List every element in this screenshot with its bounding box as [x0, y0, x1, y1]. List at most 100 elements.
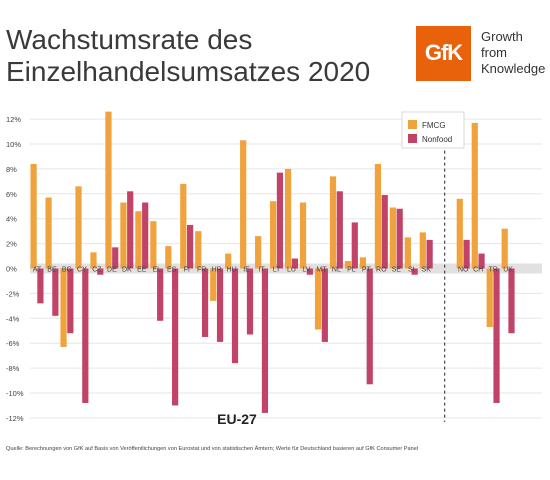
x-tick-label: TR — [488, 267, 497, 274]
bar-nonfood-lu — [291, 258, 298, 269]
bar-fmcg-de — [105, 111, 112, 269]
bar-fmcg-mt — [314, 268, 322, 330]
x-tick-label: LU — [287, 267, 296, 274]
x-tick-label: HU — [227, 267, 237, 274]
x-tick-label: BE — [47, 267, 57, 274]
bar-nonfood-mt — [321, 268, 328, 342]
bar-nonfood-nl — [336, 191, 343, 269]
bar-nonfood-tr — [493, 268, 500, 403]
bar-nonfood-no — [463, 239, 470, 269]
bar-fmcg-tr — [486, 268, 493, 328]
bar-nonfood-ee — [142, 202, 149, 269]
bar-nonfood-ch — [478, 253, 485, 269]
y-tick-label: -12% — [6, 414, 24, 423]
bar-nonfood-pl — [351, 222, 358, 269]
bar-fmcg-no — [456, 198, 463, 269]
x-tick-label: LT — [273, 267, 281, 274]
y-tick-label: 12% — [6, 115, 21, 124]
source-note: Quelle: Berechnungen von GfK auf Basis v… — [6, 446, 419, 452]
bar-fmcg-pt — [359, 257, 367, 269]
x-tick-label: CY — [77, 267, 87, 274]
bar-fmcg-lv — [299, 202, 307, 269]
legend-swatch-fmcg — [408, 120, 417, 129]
bar-fmcg-el — [150, 221, 157, 269]
x-tick-label: DE — [107, 267, 117, 274]
x-tick-label: IE — [243, 267, 250, 274]
bar-fmcg-nl — [329, 176, 337, 269]
x-tick-label: CZ — [92, 267, 102, 274]
bar-nonfood-bg — [67, 268, 74, 334]
bar-nonfood-it — [261, 268, 269, 413]
bar-fmcg-cy — [75, 186, 82, 269]
bar-fmcg-es — [165, 246, 172, 269]
legend-label-nonfood: Nonfood — [422, 135, 452, 144]
tagline-line-2: from — [481, 45, 507, 60]
bar-fmcg-ee — [135, 211, 142, 269]
bar-fmcg-si — [404, 237, 411, 269]
x-tick-label: FR — [197, 267, 206, 274]
x-tick-label: ES — [167, 267, 177, 274]
bar-nonfood-el — [157, 268, 164, 321]
x-tick-label: NL — [332, 267, 341, 274]
chart-title: Wachstumsrate des Einzelhandelsumsatzes … — [6, 24, 370, 88]
y-tick-label: -6% — [6, 339, 20, 348]
bar-fmcg-hu — [225, 253, 232, 269]
bar-fmcg-bg — [60, 268, 67, 347]
bar-nonfood-fr — [201, 268, 209, 337]
bar-nonfood-dk — [127, 191, 134, 269]
bar-nonfood-hu — [231, 268, 239, 364]
x-tick-label: EE — [137, 267, 147, 274]
x-tick-label: FI — [184, 267, 190, 274]
bar-fmcg-lu — [284, 168, 292, 269]
legend-box — [401, 111, 465, 149]
bar-nonfood-sk — [426, 239, 433, 269]
x-tick-label: EL — [152, 267, 161, 274]
bar-fmcg-at — [30, 163, 37, 269]
x-tick-label: SK — [422, 267, 432, 274]
x-tick-label: BG — [62, 267, 72, 274]
group-label-eu27: EU-27 — [217, 411, 257, 427]
title-line-2: Einzelhandelsumsatzes 2020 — [6, 56, 371, 87]
bar-nonfood-si — [411, 268, 418, 275]
bar-fmcg-ro — [374, 163, 382, 269]
bar-fmcg-fi — [180, 183, 187, 269]
x-tick-label: LV — [302, 267, 310, 274]
bar-nonfood-be — [52, 268, 59, 316]
x-tick-label: NO — [458, 267, 469, 274]
bar-nonfood-pt — [366, 268, 373, 385]
x-tick-label: IT — [258, 267, 265, 274]
bar-fmcg-pl — [344, 261, 352, 269]
bar-fmcg-sk — [419, 232, 426, 269]
bar-nonfood-cz — [97, 268, 104, 275]
bar-fmcg-se — [389, 207, 396, 269]
bar-nonfood-lv — [306, 268, 313, 275]
bar-nonfood-fi — [187, 224, 194, 269]
bar-nonfood-de — [112, 247, 119, 269]
x-tick-label: SE — [392, 267, 402, 274]
legend-swatch-nonfood — [408, 134, 417, 143]
legend-label-fmcg: FMCG — [422, 121, 446, 130]
bar-fmcg-ie — [240, 140, 247, 269]
x-tick-label: UK — [503, 267, 513, 274]
bar-fmcg-uk — [501, 228, 508, 269]
bar-fmcg-ch — [471, 122, 478, 269]
tagline-line-1: Growth — [481, 29, 523, 44]
y-tick-label: 10% — [6, 140, 21, 149]
y-tick-label: 8% — [6, 165, 17, 174]
title-line-1: Wachstumsrate des — [6, 24, 253, 55]
bar-fmcg-dk — [120, 202, 127, 269]
x-tick-label: CH — [473, 267, 483, 274]
bar-nonfood-ie — [246, 268, 254, 335]
x-tick-label: RO — [376, 267, 387, 274]
bar-nonfood-at — [37, 268, 44, 304]
x-tick-label: DK — [122, 267, 132, 274]
bar-fmcg-hr — [210, 268, 217, 301]
bar-nonfood-hr — [216, 268, 224, 342]
gfk-logo-text: GfK — [424, 40, 463, 65]
x-tick-label: MT — [316, 267, 327, 274]
bar-fmcg-be — [45, 197, 52, 269]
tagline-line-3: Knowledge — [481, 61, 546, 76]
x-tick-label: AT — [33, 267, 42, 274]
gfk-logo: GfK — [416, 26, 471, 81]
